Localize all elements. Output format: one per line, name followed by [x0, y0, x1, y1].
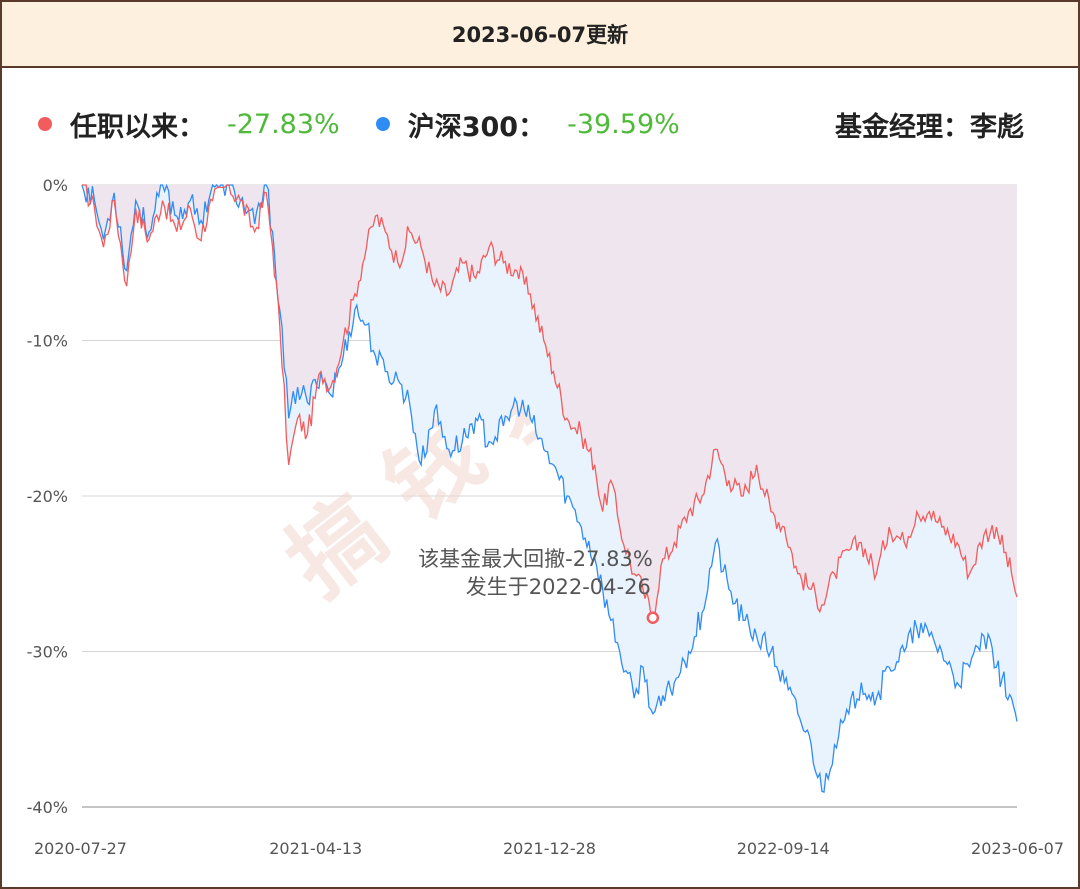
update-header: 2023-06-07更新: [2, 2, 1078, 68]
drawdown-annotation-line1: 该基金最大回撤-27.83%: [418, 547, 653, 571]
y-tick-label: -20%: [27, 487, 68, 506]
drawdown-annotation-line2: 发生于2022-04-26: [466, 575, 651, 599]
legend: 任职以来： -27.83% 沪深300： -39.59%: [38, 102, 716, 146]
index-legend-label: 沪深300：: [407, 111, 546, 143]
y-tick-label: -40%: [27, 798, 68, 817]
x-tick-label: 2021-12-28: [503, 839, 596, 858]
y-tick-label: -30%: [27, 643, 68, 662]
y-axis-ticks: 0% -10% -20% -30% -40%: [27, 176, 68, 817]
x-tick-label: 2020-07-27: [34, 839, 127, 858]
fund-return-value: -27.83%: [227, 108, 340, 140]
fund-legend-label: 任职以来：: [70, 111, 205, 143]
series-lines: [81, 183, 1018, 793]
y-tick-label: 0%: [43, 176, 68, 195]
index-area: [82, 185, 1017, 793]
series-areas: [82, 185, 1017, 793]
update-title: 2023-06-07更新: [451, 23, 629, 47]
x-axis-ticks: 2020-07-27 2021-04-13 2021-12-28 2022-09-14…: [34, 839, 1064, 858]
max-drawdown-marker: [646, 611, 660, 625]
index-dot-icon: [375, 117, 390, 131]
x-tick-label: 2023-06-07: [971, 839, 1064, 858]
fund-area: [82, 185, 1017, 618]
y-tick-label: -10%: [27, 332, 68, 351]
fund-dot-icon: [38, 117, 52, 131]
fund-series-line: [82, 184, 1018, 619]
x-tick-label: 2022-09-14: [737, 839, 830, 858]
x-tick-label: 2021-04-13: [269, 839, 362, 858]
fund-manager: 基金经理：李彪: [835, 111, 1024, 143]
index-return-value: -39.59%: [567, 108, 680, 140]
